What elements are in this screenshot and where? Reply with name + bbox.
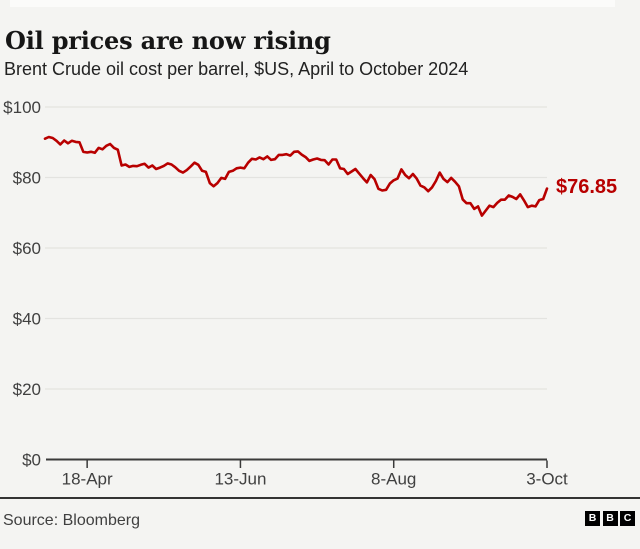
chart-subtitle: Brent Crude oil cost per barrel, $US, Ap… <box>4 59 469 79</box>
price-line <box>43 135 549 217</box>
x-axis-label: 13-Jun <box>214 470 266 489</box>
y-axis-label: $60 <box>13 239 41 258</box>
bbc-logo-letter: C <box>620 511 635 526</box>
bbc-logo: B B C <box>585 511 635 526</box>
y-axis-label: $20 <box>13 380 41 399</box>
top-edge-artifact <box>10 0 615 7</box>
bbc-logo-letter: B <box>585 511 600 526</box>
latest-price-label: $76.85 <box>556 176 618 198</box>
page-title: Oil prices are now rising <box>5 26 331 55</box>
y-axis-label: $80 <box>13 169 41 188</box>
bbc-logo-letter: B <box>602 511 618 526</box>
x-axis-label: 18-Apr <box>62 470 113 489</box>
y-axis-label: $100 <box>3 98 41 117</box>
footer-divider <box>0 497 640 499</box>
y-axis-label: $40 <box>13 310 41 329</box>
y-axis-label: $0 <box>22 451 41 470</box>
x-axis-label: 8-Aug <box>371 470 416 489</box>
source-attribution: Source: Bloomberg <box>3 512 140 529</box>
x-axis-label: 3-Oct <box>526 470 568 489</box>
